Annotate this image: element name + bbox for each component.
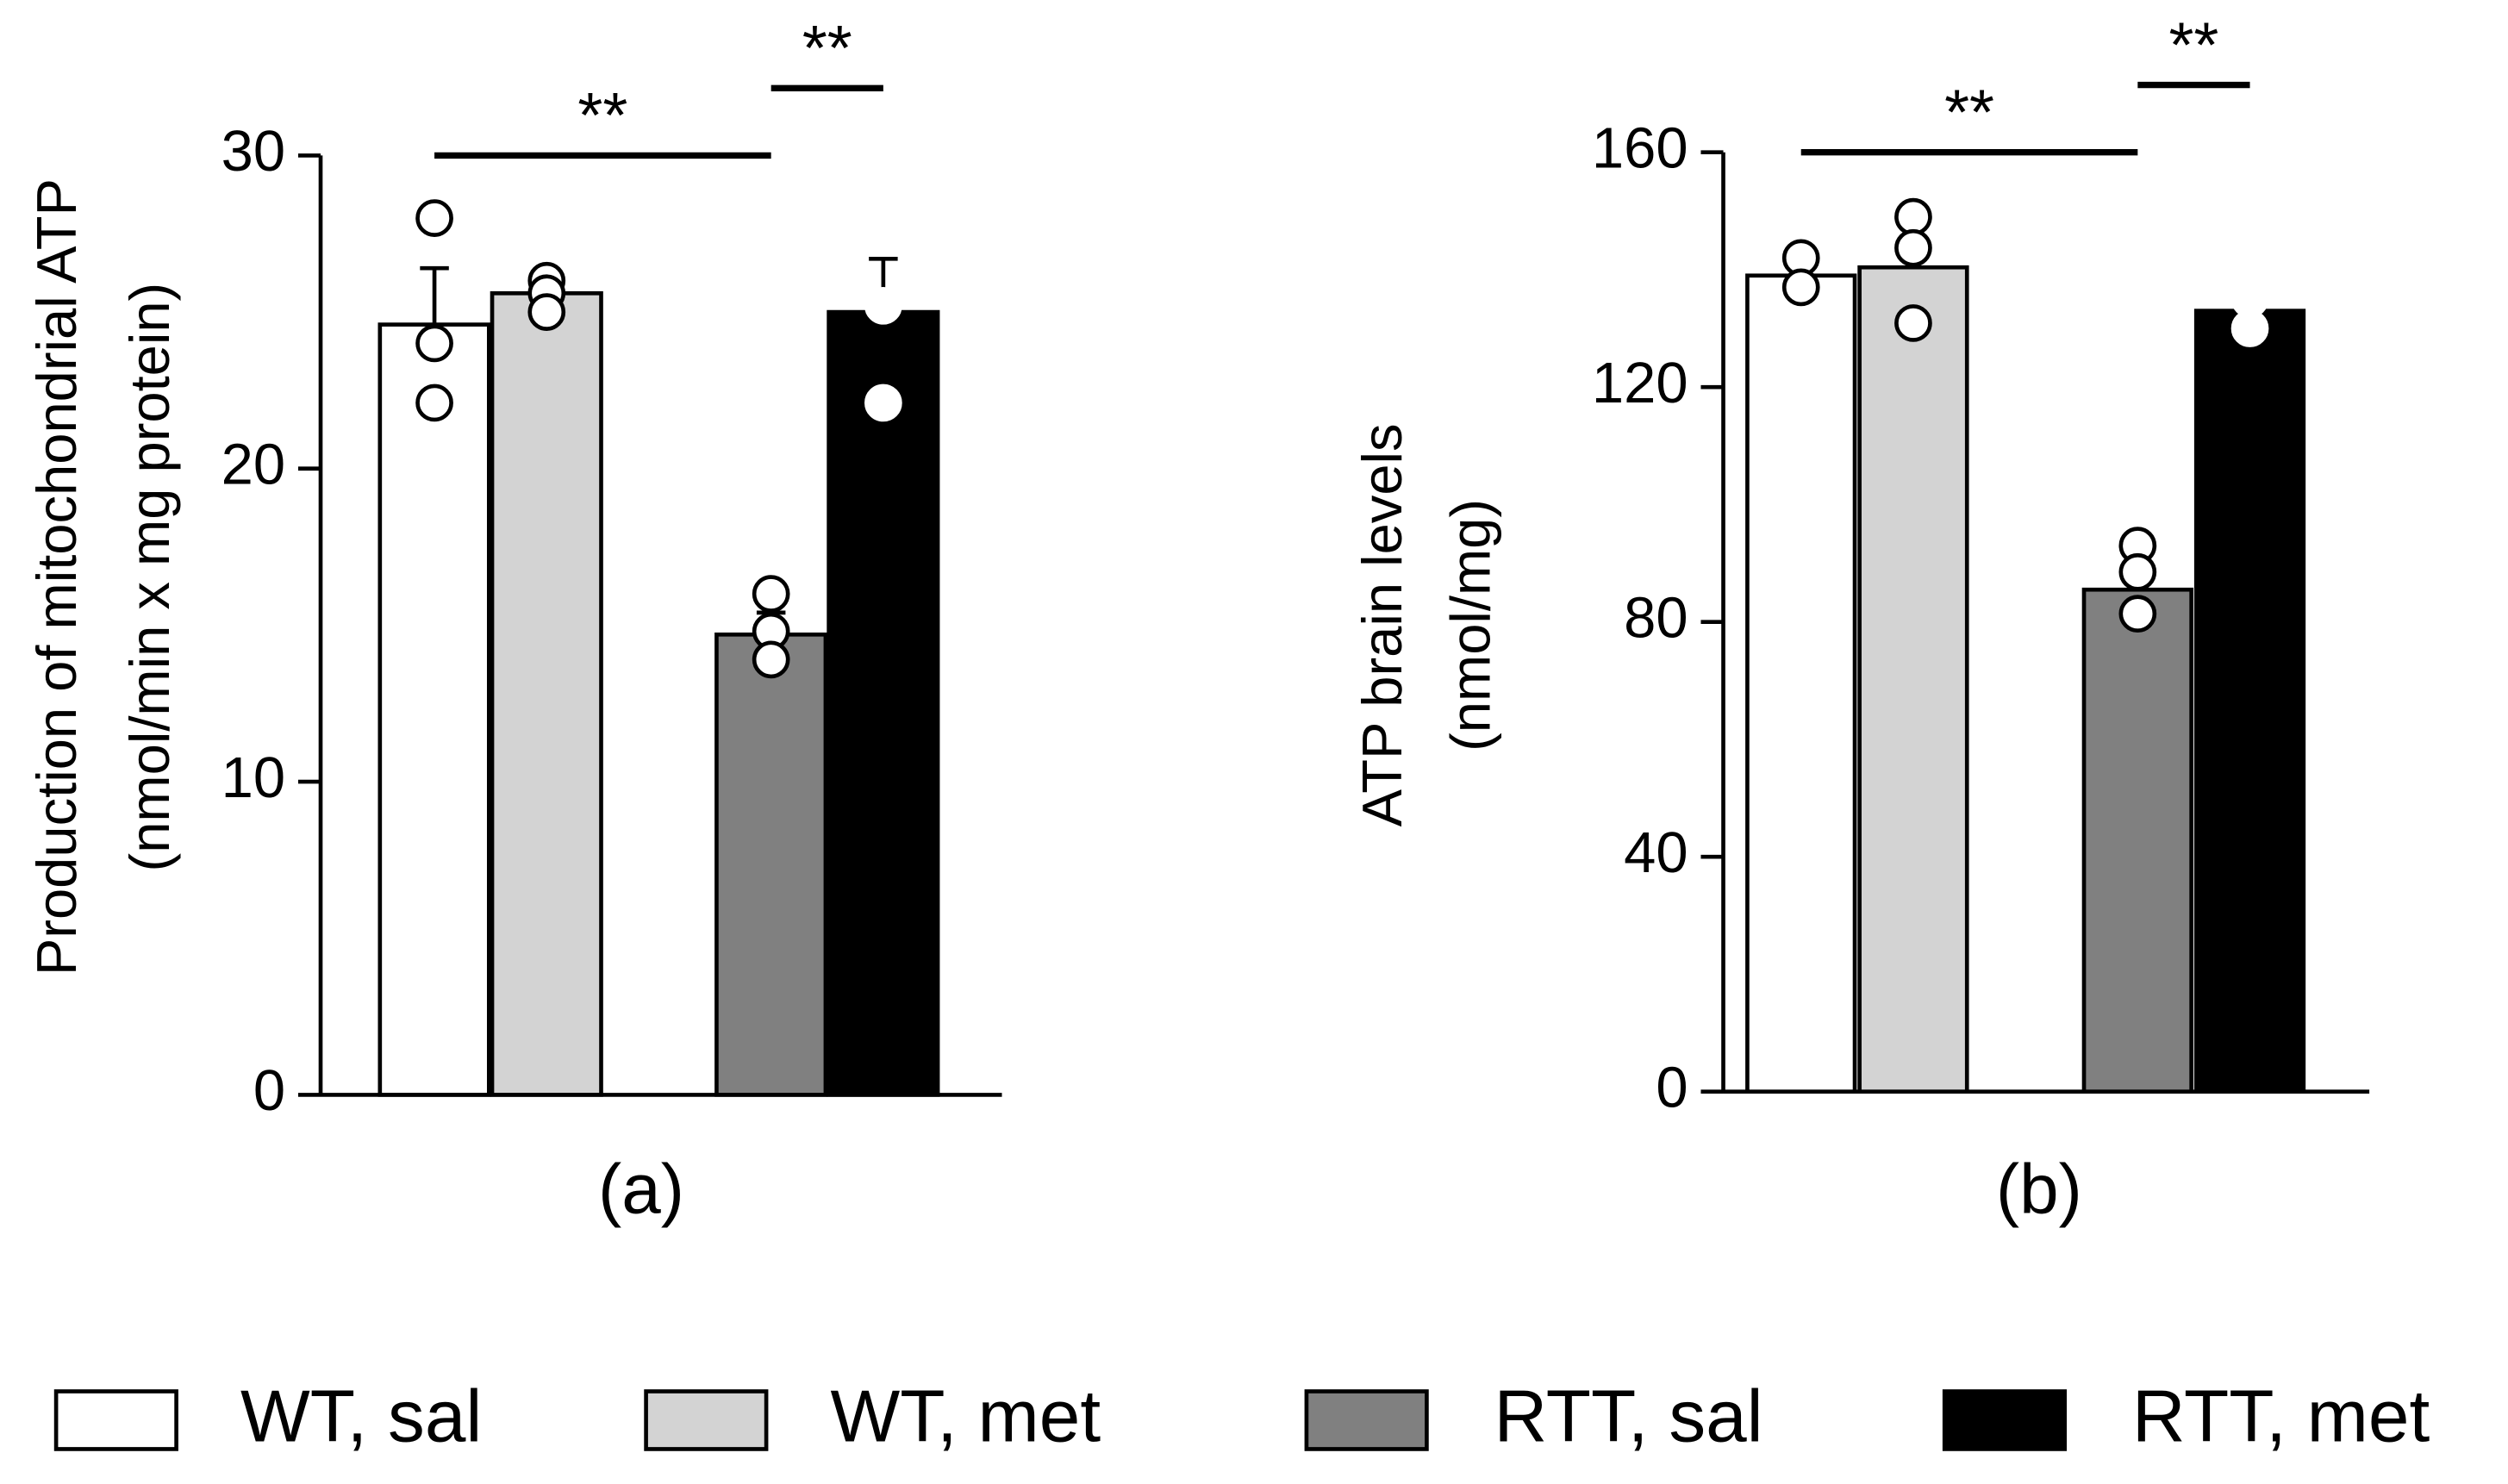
significance-label: ** bbox=[2168, 9, 2218, 80]
legend-swatch bbox=[1304, 1389, 1429, 1451]
data-point bbox=[1781, 268, 1820, 307]
bar bbox=[1857, 265, 1969, 1094]
significance-label: ** bbox=[802, 12, 852, 84]
data-point bbox=[1894, 228, 1932, 267]
data-point bbox=[527, 293, 566, 331]
legend-label: RTT, sal bbox=[1494, 1375, 1763, 1457]
legend-swatch bbox=[644, 1389, 769, 1451]
y-tick-label: 80 bbox=[1624, 585, 1688, 650]
bar bbox=[377, 322, 491, 1097]
legend-swatch bbox=[53, 1389, 178, 1451]
data-point bbox=[2118, 595, 2157, 633]
data-point bbox=[864, 286, 902, 325]
data-point bbox=[415, 199, 453, 237]
bar bbox=[2081, 587, 2193, 1094]
legend-label: WT, sal bbox=[240, 1375, 482, 1457]
bar bbox=[714, 632, 828, 1097]
legend-label: WT, met bbox=[830, 1375, 1101, 1457]
data-point bbox=[864, 199, 902, 237]
data-point bbox=[1894, 304, 1932, 342]
data-point bbox=[415, 383, 453, 422]
y-tick-label: 0 bbox=[253, 1058, 285, 1123]
data-point bbox=[864, 383, 902, 422]
data-point bbox=[2230, 309, 2269, 347]
chart-caption: (a) bbox=[598, 1150, 684, 1228]
y-axis-label: (nmol/mg) bbox=[1438, 499, 1501, 751]
y-tick-label: 160 bbox=[1592, 115, 1688, 180]
y-axis-label: ATP brain levels bbox=[1351, 423, 1413, 826]
legend-label: RTT, met bbox=[2132, 1375, 2430, 1457]
bar bbox=[1745, 273, 1857, 1094]
significance-label: ** bbox=[1944, 76, 1994, 147]
y-axis-label: (nmol/min x mg protein) bbox=[118, 283, 181, 872]
chart-caption: (b) bbox=[1996, 1150, 2082, 1228]
bar bbox=[827, 309, 940, 1097]
y-tick-label: 30 bbox=[221, 119, 285, 184]
legend-swatch bbox=[1942, 1389, 2068, 1451]
bar bbox=[2193, 309, 2306, 1094]
y-tick-label: 120 bbox=[1592, 351, 1688, 415]
data-point bbox=[752, 575, 790, 613]
bar bbox=[490, 290, 603, 1097]
data-point bbox=[752, 640, 790, 679]
significance-label: ** bbox=[577, 79, 627, 151]
y-tick-label: 10 bbox=[221, 745, 285, 810]
y-tick-label: 20 bbox=[221, 432, 285, 496]
data-point bbox=[2118, 552, 2157, 591]
y-tick-label: 0 bbox=[1656, 1055, 1688, 1119]
y-axis-label: Production of mitochondrial ATP bbox=[25, 178, 88, 976]
data-point bbox=[1894, 197, 1932, 236]
data-point bbox=[415, 324, 453, 363]
y-tick-label: 40 bbox=[1624, 820, 1688, 885]
